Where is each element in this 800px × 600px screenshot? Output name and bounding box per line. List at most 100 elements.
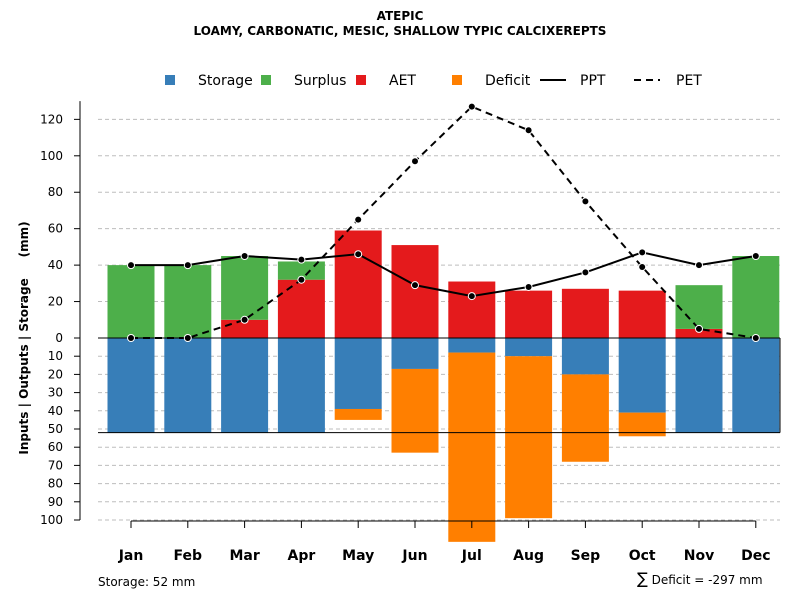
surplus-bar [107,265,155,338]
y-tick-label: 60 [48,440,63,454]
deficit-summary: ∑ Deficit = -297 mm [637,569,763,588]
pet-point [696,325,702,332]
x-tick-label: Jan [118,548,144,564]
x-tick-label: Mar [229,548,259,564]
bars [107,230,780,542]
y-tick-label: 40 [48,258,63,272]
x-tick-label: Oct [629,548,656,564]
y-tick-label: 60 [48,222,63,236]
deficit-bar [391,368,439,453]
deficit-bar [448,352,496,542]
pet-line [131,105,756,339]
pet-point [582,198,589,205]
aet-bar [334,230,382,338]
x-tick-label: Jul [461,548,482,564]
x-tick-label: Aug [513,548,544,564]
ppt-point [696,262,702,269]
aet-bar [391,245,439,338]
deficit-bar [618,412,666,437]
aet-bar [618,290,666,338]
ppt-point [412,282,418,289]
surplus-bar [164,265,212,338]
aet-bar [448,281,496,338]
deficit-legend-label: Deficit [485,73,531,89]
ppt-point [355,251,362,258]
deficit-note: Deficit = -297 mm [651,573,763,587]
storage-legend-swatch [165,75,175,85]
pet-point [355,216,362,223]
storage-note: Storage: 52 mm [98,575,196,589]
ppt-point [639,249,646,256]
surplus-bar [221,256,269,320]
aet-legend-swatch [356,75,366,85]
y-tick-label: 20 [48,295,63,309]
storage-bar [448,338,496,353]
storage-bar [732,338,780,433]
y-tick-label: 100 [40,149,63,163]
y-tick-label: 20 [48,367,63,381]
ppt-legend-label: PPT [580,73,606,89]
aet-bar [277,279,325,338]
y-tick-label: 50 [48,422,63,436]
ppt-point [582,269,589,276]
sum-symbol: ∑ [637,569,648,588]
y-tick-label: 100 [40,513,63,527]
pet-point [241,316,248,323]
x-tick-label: Feb [174,548,203,564]
x-tick-label: Apr [288,548,316,564]
aet-bar [675,328,723,338]
deficit-bar [561,374,609,462]
y-tick-label: 10 [48,349,63,363]
x-tick-label: Dec [741,548,770,564]
ppt-point [298,256,305,263]
storage-bar [561,338,609,375]
pet-legend-label: PET [676,73,702,89]
surplus-bar [675,285,723,329]
pet-point [468,103,475,110]
storage-bar [164,338,212,433]
chart-subtitle: LOAMY, CARBONATIC, MESIC, SHALLOW TYPIC … [193,24,607,38]
ppt-point [752,253,759,260]
pet-point [184,335,191,341]
y-tick-label: 90 [48,495,63,509]
surplus-bar [277,261,325,280]
pet-point [639,263,646,270]
surplus-bar [732,256,780,338]
ppt-point [184,262,191,269]
y-tick-label: 30 [48,386,63,400]
y-tick-label: 120 [40,112,63,126]
pet-point [525,127,532,134]
ppt-point [241,253,248,260]
y-tick-label: 70 [48,458,63,472]
y-tick-label: 80 [48,185,63,199]
pet-point [752,335,759,341]
gridlines [98,118,780,521]
storage-bar [391,338,439,369]
storage-bar [505,338,553,357]
surplus-legend-swatch [261,75,271,85]
pet-point [298,276,305,283]
storage-bar [221,338,269,433]
deficit-legend-swatch [452,75,462,85]
storage-bar [334,338,382,409]
x-tick-label: Jun [401,548,427,564]
ppt-point [128,262,134,269]
x-tick-label: Nov [684,548,714,564]
storage-bar [618,338,666,413]
storage-legend-label: Storage [198,73,253,89]
deficit-bar [505,356,553,519]
ppt-point [525,283,532,290]
storage-bar [277,338,325,433]
aet-bar [221,319,269,338]
x-tick-label: May [342,548,374,564]
y-tick-label: 0 [55,331,63,345]
x-tick-label: Sep [571,548,601,564]
y-axis-label: Inputs | Outputs | Storage (mm) [17,221,31,454]
pet-point [128,335,134,341]
y-tick-label: 80 [48,477,63,491]
storage-bar [107,338,155,433]
aet-bar [561,288,609,338]
pet-point [412,158,418,165]
surplus-legend-label: Surplus [294,73,346,89]
